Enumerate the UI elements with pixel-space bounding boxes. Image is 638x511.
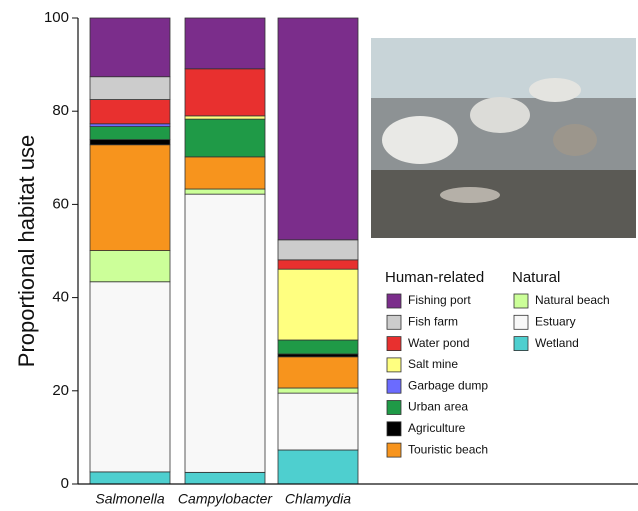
bar-segment [277, 387, 359, 394]
y-tick-label: 40 [52, 289, 69, 306]
y-tick-label: 100 [44, 9, 69, 26]
bar-segment [184, 188, 266, 195]
legend-swatch [513, 293, 529, 309]
bar-segment [89, 126, 171, 141]
legend-swatch [386, 357, 402, 373]
legend-label: Water pond [408, 336, 470, 350]
bar-segment [184, 115, 266, 120]
legend-swatch [386, 293, 402, 309]
x-tick-label: Salmonella [95, 491, 164, 507]
y-tick-label: 20 [52, 382, 69, 399]
bar-segment [184, 118, 266, 158]
x-tick-label: Campylobacter [178, 491, 273, 507]
bar-segment [277, 356, 359, 389]
legend-heading: Natural [512, 269, 560, 286]
legend-heading: Human-related [385, 269, 484, 286]
legend-label: Estuary [535, 314, 576, 328]
bar-segment [89, 471, 171, 485]
bar-segment [89, 139, 171, 146]
bar-segment [89, 250, 171, 283]
bar-segment [277, 259, 359, 270]
bar-segment [184, 156, 266, 190]
bar-segment [277, 449, 359, 485]
legend-label: Fish farm [408, 314, 458, 328]
y-tick-label: 80 [52, 102, 69, 119]
legend-swatch [513, 314, 529, 330]
x-tick-label: Chlamydia [285, 491, 351, 507]
bar-segment [277, 17, 359, 241]
legend-label: Urban area [408, 400, 468, 414]
bar-segment [184, 17, 266, 70]
legend-label: Natural beach [535, 293, 610, 307]
bar-segment [184, 68, 266, 117]
y-tick-label: 0 [61, 475, 69, 492]
legend-swatch [513, 336, 529, 352]
y-axis-label: Proportional habitat use [14, 135, 39, 367]
bar-segment [89, 123, 171, 127]
bar-segment [89, 17, 171, 78]
bar-segment [277, 353, 359, 358]
legend-label: Touristic beach [408, 442, 488, 456]
legend-swatch [386, 314, 402, 330]
bar-segment [184, 193, 266, 473]
legend-swatch [386, 378, 402, 394]
bar-segment [89, 99, 171, 125]
bar-segment [184, 471, 266, 485]
bar-segment [277, 339, 359, 355]
bar-segment [89, 144, 171, 251]
legend-swatch [386, 442, 402, 458]
bar-segment [89, 281, 171, 473]
legend-label: Agriculture [408, 421, 466, 435]
bar-segment [277, 268, 359, 341]
bar-segment [89, 76, 171, 100]
photo [371, 38, 636, 238]
legend-label: Wetland [535, 336, 579, 350]
bar-segment [277, 239, 359, 261]
legend-swatch [386, 421, 402, 437]
bar-segment [277, 392, 359, 451]
legend-label: Garbage dump [408, 378, 488, 392]
legend-swatch [386, 400, 402, 415]
legend-swatch [386, 336, 402, 352]
y-tick-label: 60 [52, 195, 69, 212]
legend-label: Salt mine [408, 357, 458, 371]
legend-label: Fishing port [408, 293, 471, 307]
